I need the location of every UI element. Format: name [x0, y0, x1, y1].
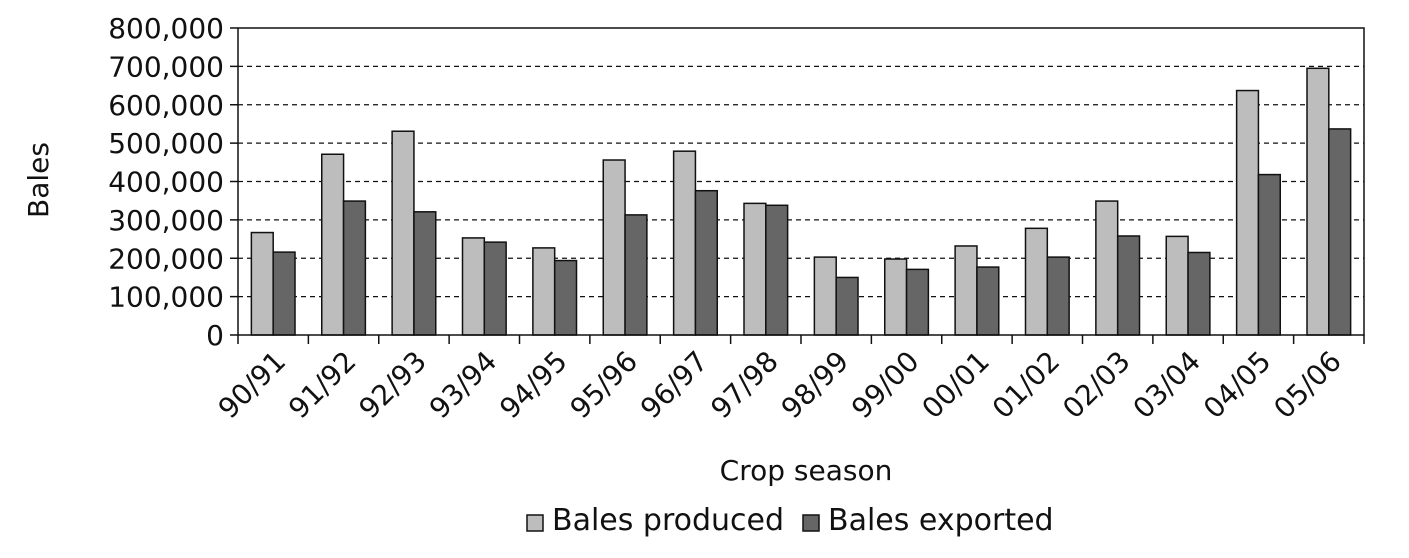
x-axis-title: Crop season [720, 454, 893, 487]
bar-exported-98-99 [835, 276, 859, 336]
x-tick-label: 95/96 [564, 345, 644, 425]
bar-exported-03-04 [1187, 251, 1211, 336]
bar-exported-01-02 [1046, 256, 1070, 336]
bar-produced-00-01 [954, 245, 978, 336]
bar-exported-04-05 [1257, 173, 1282, 336]
bar-produced-91-92 [321, 153, 345, 336]
bar-exported-05-06 [1328, 128, 1352, 336]
bar-produced-94-95 [532, 247, 556, 336]
bar-exported-93-94 [483, 241, 507, 336]
bar-produced-04-05 [1235, 89, 1260, 336]
x-tick-label: 03/04 [1127, 345, 1207, 425]
bar-produced-97-98 [743, 202, 767, 336]
bar-produced-01-02 [1024, 227, 1049, 336]
bar-produced-92-93 [391, 130, 415, 336]
bar-exported-95-96 [624, 214, 648, 336]
legend-label-bales-exported: Bales exported [828, 503, 1054, 538]
bar-produced-02-03 [1095, 200, 1119, 336]
bar-exported-91-92 [342, 200, 367, 336]
bar-exported-97-98 [765, 204, 789, 336]
bar-produced-90-91 [250, 231, 274, 336]
bar-produced-95-96 [602, 159, 626, 336]
y-tick-label: 800,000 [108, 12, 224, 45]
y-tick-label: 500,000 [108, 127, 224, 160]
y-axis-title: Bales [22, 142, 55, 218]
x-axis-ticks: 90/9191/9292/9393/9494/9595/9696/9797/98… [212, 335, 1365, 425]
bar-produced-93-94 [461, 237, 486, 336]
bar-exported-02-03 [1116, 235, 1141, 336]
x-tick-label: 00/01 [915, 345, 995, 425]
x-tick-label: 02/03 [1056, 345, 1136, 425]
bar-produced-98-99 [813, 256, 837, 336]
bar-produced-96-97 [672, 150, 697, 336]
x-tick-label: 92/93 [352, 345, 432, 425]
bar-produced-05-06 [1306, 67, 1330, 336]
x-tick-label: 01/02 [986, 345, 1066, 425]
bars [250, 67, 1352, 336]
x-tick-label: 91/92 [282, 345, 362, 425]
x-tick-label: 04/05 [1197, 345, 1277, 425]
x-tick-label: 05/06 [1267, 345, 1347, 425]
x-tick-label: 93/94 [423, 345, 503, 425]
y-tick-label: 0 [206, 319, 224, 352]
y-tick-label: 700,000 [108, 50, 224, 83]
y-axis-ticks: 0 100,000 200,000 300,000 400,000 500,000 600,… [108, 12, 238, 352]
legend-label-bales-produced: Bales produced [552, 503, 784, 538]
y-tick-label: 200,000 [108, 242, 224, 275]
y-tick-label: 600,000 [108, 89, 224, 122]
bar-exported-94-95 [553, 259, 578, 336]
x-tick-label: 94/95 [493, 345, 573, 425]
bar-produced-03-04 [1165, 235, 1189, 336]
y-tick-label: 300,000 [108, 204, 224, 237]
bar-exported-92-93 [413, 211, 437, 336]
bar-exported-90-91 [272, 251, 296, 336]
x-tick-label: 96/97 [634, 345, 714, 425]
bar-produced-99-00 [884, 258, 908, 336]
x-tick-label: 98/99 [775, 345, 855, 425]
y-tick-label: 100,000 [108, 281, 224, 314]
legend: Bales produced Bales exported [526, 503, 1054, 538]
bar-exported-00-01 [976, 266, 1000, 336]
y-tick-label: 400,000 [108, 166, 224, 199]
x-tick-label: 97/98 [704, 345, 784, 425]
bar-exported-96-97 [694, 189, 719, 336]
x-tick-label: 90/91 [212, 345, 292, 425]
legend-swatch-bales-exported [802, 514, 820, 532]
bar-exported-99-00 [905, 268, 930, 336]
legend-swatch-bales-produced [526, 514, 544, 532]
x-tick-label: 99/00 [845, 345, 925, 425]
